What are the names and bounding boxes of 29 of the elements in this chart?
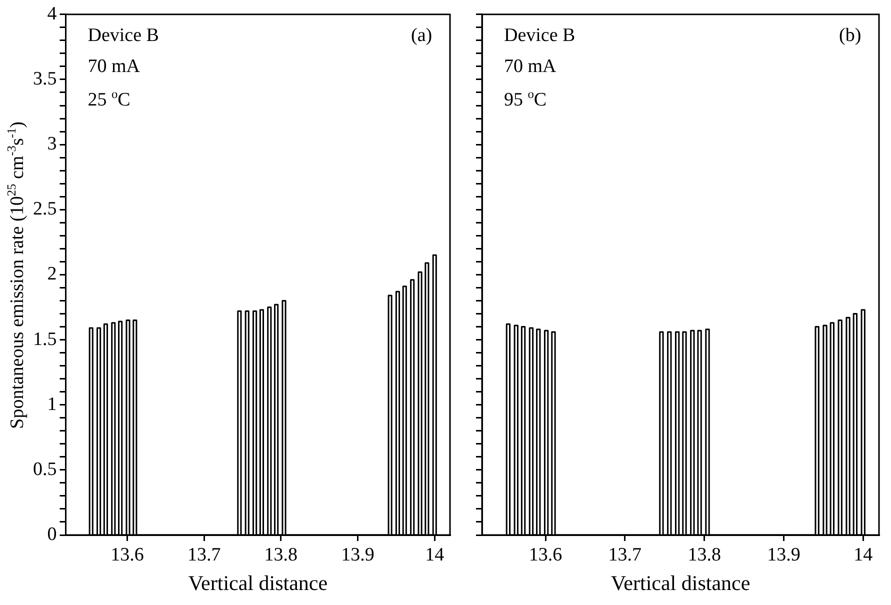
annotation: Device B: [88, 25, 159, 46]
x-tick-label: 13.7: [187, 544, 221, 566]
y-tick-label: 1: [47, 394, 57, 415]
y-tick-label: 4: [47, 3, 58, 24]
y-tick-label: 0: [47, 524, 57, 545]
x-tick-label: 13.8: [264, 544, 298, 566]
x-tick-label: 13.7: [608, 544, 642, 566]
annotation: 25 $^{o}$C: [88, 87, 130, 111]
x-tick-label: 13.9: [341, 544, 374, 566]
x-axis-title: Vertical distance: [188, 570, 328, 595]
annotation: 70 mA: [88, 56, 140, 78]
y-tick-label: 2.5: [33, 198, 57, 220]
x-tick-label: 14: [854, 544, 874, 566]
annotation: Device B: [504, 25, 576, 46]
y-tick-label: 3: [47, 134, 57, 155]
y-tick-label: 3.5: [33, 68, 57, 90]
x-axis-title: Vertical distance: [610, 570, 750, 595]
y-tick-label: 1.5: [33, 328, 57, 350]
x-tick-label: 13.6: [528, 544, 562, 566]
y-tick-label: 0.5: [33, 458, 57, 480]
annotation: 95 $^{o}$C: [504, 87, 547, 111]
y-tick-label: 2: [47, 264, 57, 285]
x-tick-label: 13.9: [767, 544, 800, 566]
x-tick-label: 14: [425, 544, 445, 566]
x-tick-label: 13.8: [688, 544, 721, 566]
annotation: (a): [411, 25, 432, 46]
annotation: (b): [839, 25, 862, 46]
x-tick-label: 13.6: [110, 544, 144, 566]
annotation: 70 mA: [504, 56, 556, 78]
